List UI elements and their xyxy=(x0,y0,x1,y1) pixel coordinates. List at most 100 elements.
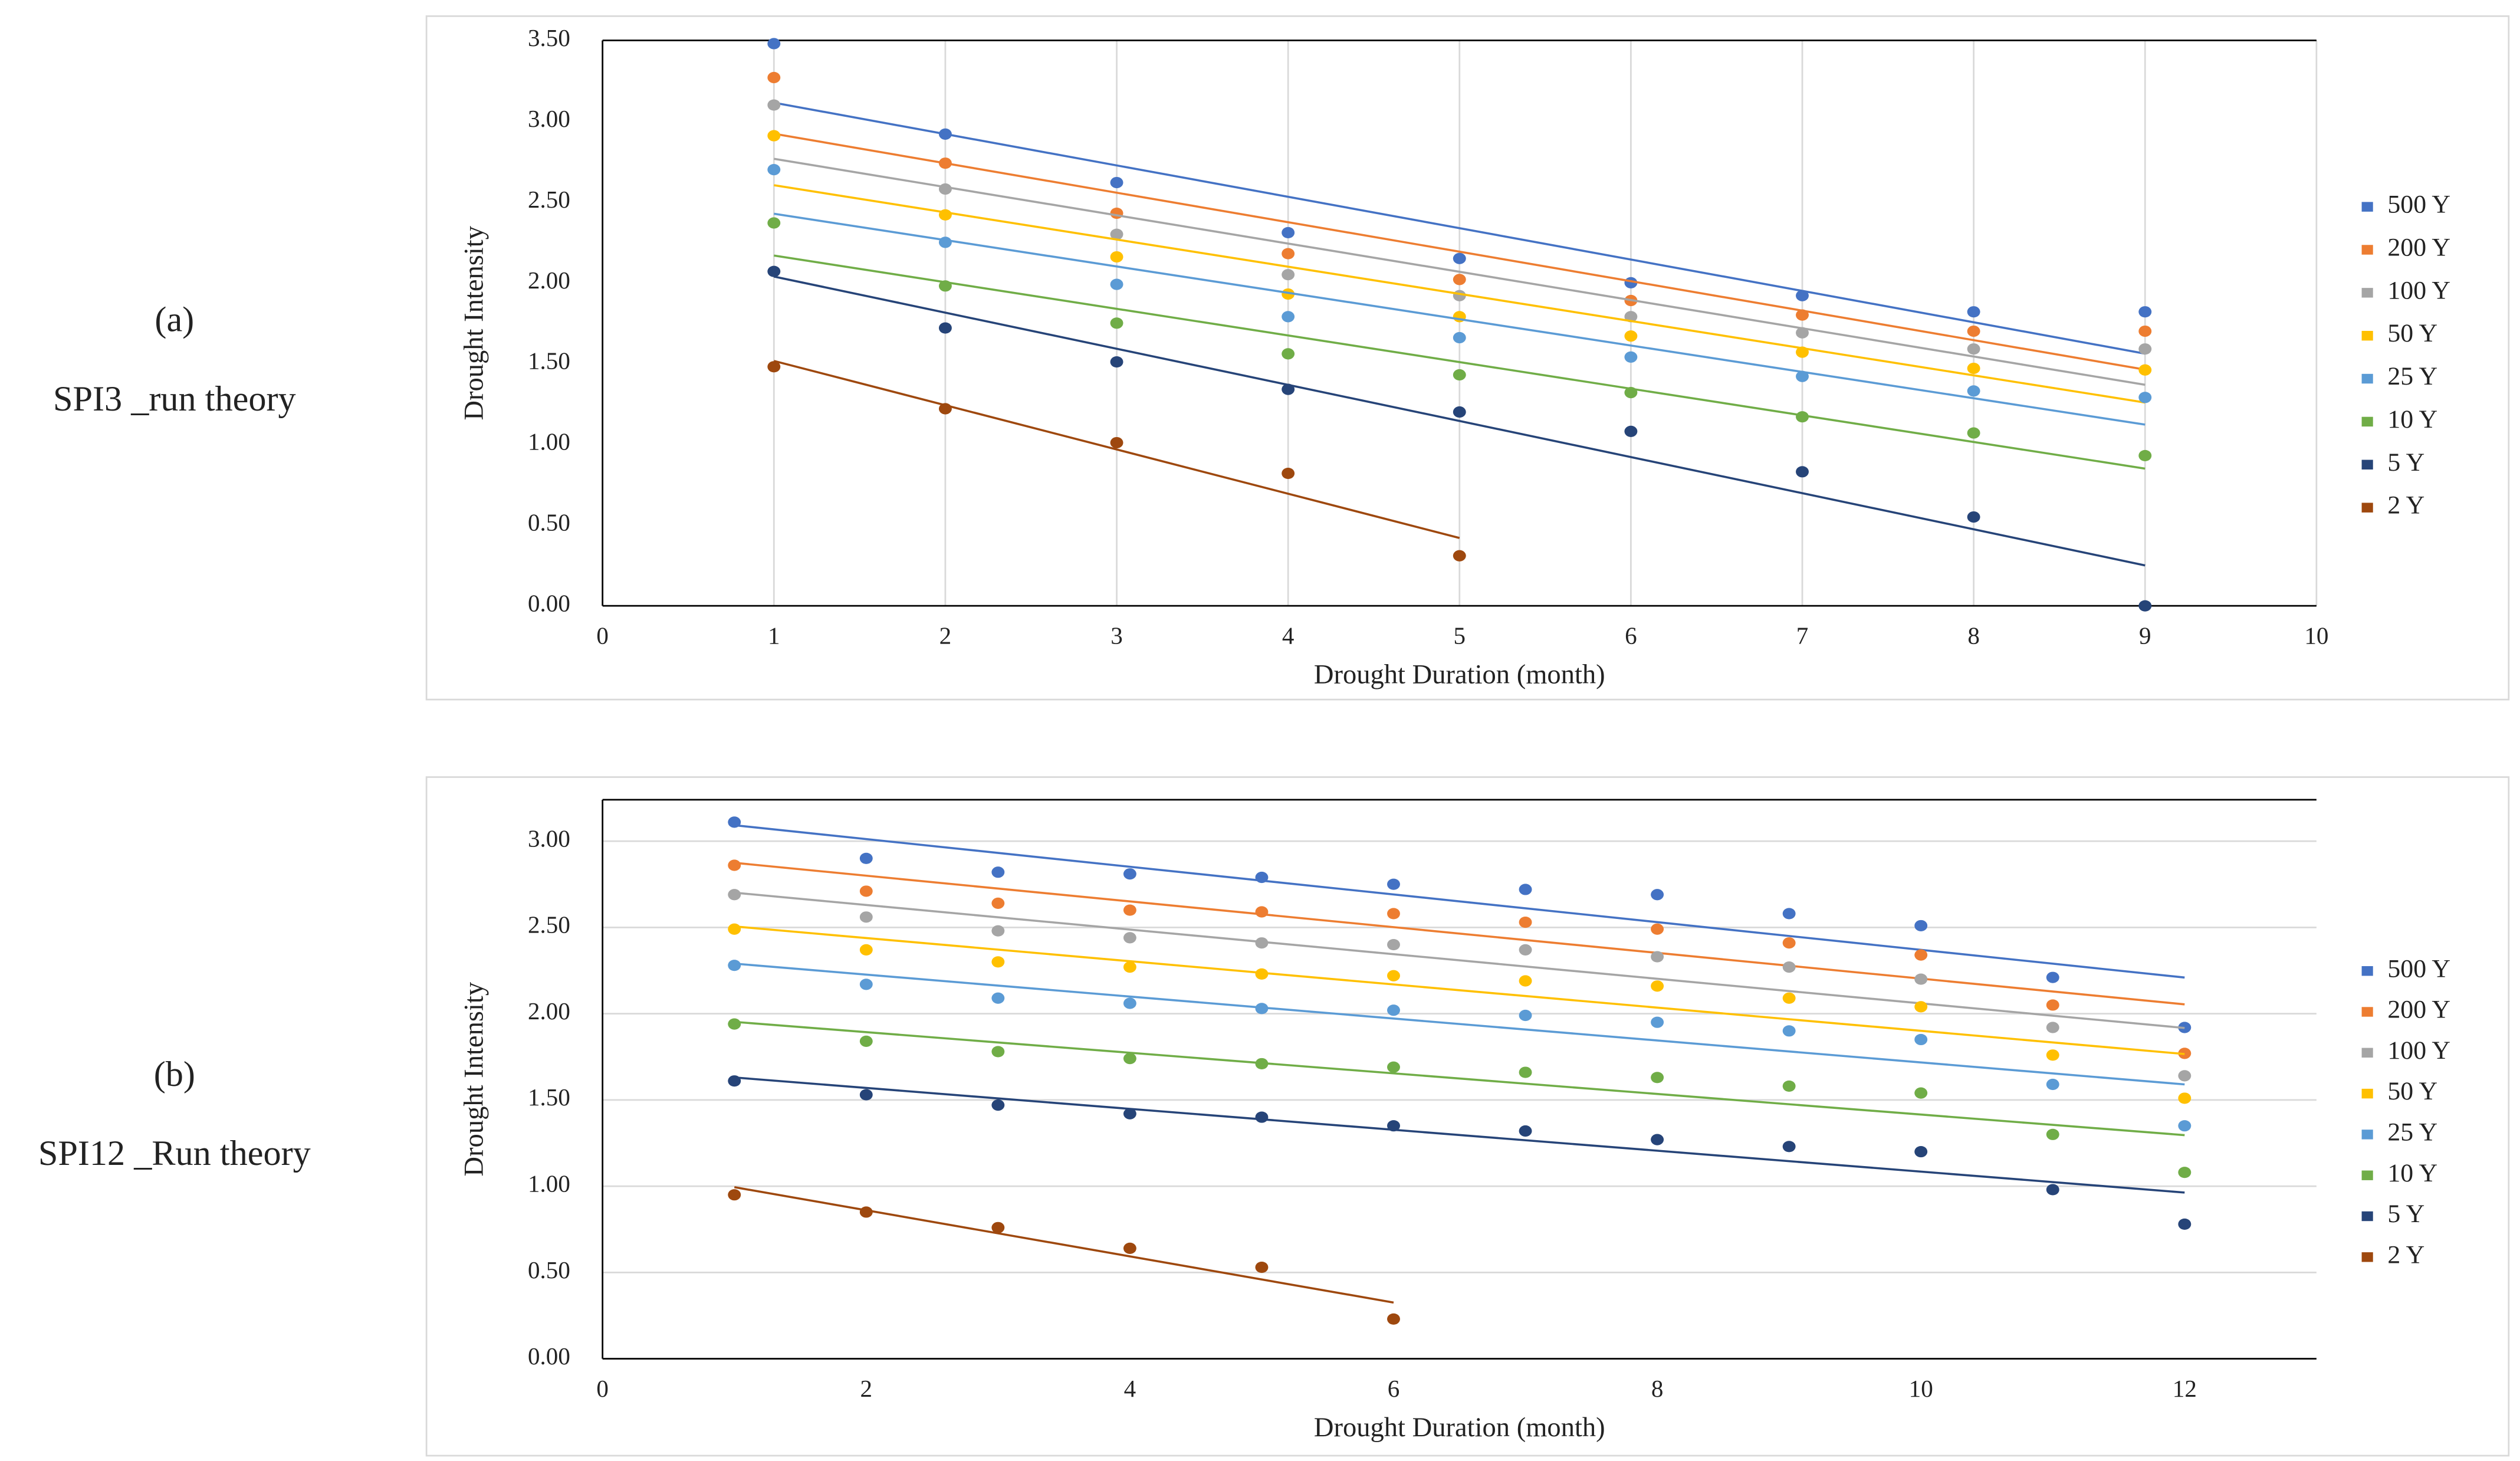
y-axis-title: Drought Intensity xyxy=(459,981,489,1176)
legend-marker xyxy=(2361,966,2373,976)
data-point xyxy=(1914,920,1928,931)
data-point xyxy=(1651,1134,1664,1145)
data-point xyxy=(1387,938,1400,951)
data-point xyxy=(1651,980,1664,992)
y-tick-label: 3.50 xyxy=(528,24,570,51)
x-tick-label: 12 xyxy=(2173,1375,2197,1402)
data-point xyxy=(1624,351,1638,363)
data-point xyxy=(2046,999,2059,1011)
trendline xyxy=(774,212,2146,426)
data-point xyxy=(2138,392,2152,403)
data-point xyxy=(938,183,952,195)
data-point xyxy=(2138,343,2152,355)
data-point xyxy=(1282,248,1295,260)
data-point xyxy=(1782,992,1796,1004)
data-point xyxy=(1624,330,1638,342)
data-point xyxy=(1453,274,1466,285)
data-point xyxy=(1110,356,1123,368)
x-tick-label: 3 xyxy=(1110,622,1123,649)
x-tick-label: 0 xyxy=(596,622,609,649)
data-point xyxy=(1796,309,1809,321)
data-point xyxy=(728,859,741,871)
data-point xyxy=(1651,889,1664,901)
data-point xyxy=(1123,868,1136,880)
trendline xyxy=(774,184,2146,404)
caption: SPI12 _Run theory xyxy=(38,1134,311,1173)
x-tick-label: 2 xyxy=(860,1375,873,1402)
data-point xyxy=(1914,1146,1928,1158)
data-point xyxy=(1110,207,1123,219)
data-point xyxy=(1110,436,1123,449)
data-point xyxy=(2178,1218,2192,1230)
trendline xyxy=(773,101,2146,355)
legend-marker xyxy=(2361,1170,2373,1180)
legend-marker xyxy=(2361,373,2373,384)
data-point xyxy=(991,925,1005,937)
legend-label: 10 Y xyxy=(2387,405,2437,434)
data-point xyxy=(1255,937,1269,949)
data-point xyxy=(1387,1061,1400,1073)
legend-label: 10 Y xyxy=(2387,1159,2437,1187)
x-tick-label: 8 xyxy=(1651,1375,1664,1402)
data-point xyxy=(1796,411,1809,423)
x-tick-label: 4 xyxy=(1124,1375,1136,1402)
data-point xyxy=(728,889,741,901)
data-point xyxy=(859,979,873,990)
legend-marker xyxy=(2361,1211,2373,1222)
legend-label: 200 Y xyxy=(2387,234,2450,262)
legend-marker xyxy=(2361,416,2373,427)
data-point xyxy=(2046,1049,2059,1061)
data-point xyxy=(1123,1242,1136,1254)
x-axis-title: Drought Duration (month) xyxy=(1314,1413,1605,1443)
data-point xyxy=(1796,466,1809,478)
data-point xyxy=(1255,871,1269,884)
data-point xyxy=(1453,331,1466,344)
data-point xyxy=(1519,1125,1532,1137)
data-point xyxy=(1110,176,1123,189)
data-point xyxy=(1782,908,1796,920)
x-tick-label: 2 xyxy=(939,622,952,649)
data-point xyxy=(1123,1053,1136,1065)
data-point xyxy=(2138,325,2152,337)
legend-marker xyxy=(2361,288,2373,298)
legend-marker xyxy=(2361,1130,2373,1140)
data-point xyxy=(1282,288,1295,300)
data-point xyxy=(1387,1120,1400,1132)
legend-marker xyxy=(2361,1007,2373,1017)
data-point xyxy=(1110,251,1123,263)
legend-label: 50 Y xyxy=(2387,319,2437,347)
data-point xyxy=(1624,425,1638,437)
data-point xyxy=(767,361,781,373)
data-point xyxy=(2046,1128,2059,1140)
data-point xyxy=(1519,884,1532,895)
data-point xyxy=(1796,290,1809,301)
x-tick-label: 4 xyxy=(1282,622,1295,649)
data-point xyxy=(1651,1072,1664,1084)
trendline xyxy=(734,824,2185,979)
y-tick-label: 2.00 xyxy=(528,997,570,1025)
data-point xyxy=(1453,252,1466,264)
trendline xyxy=(774,254,2146,470)
data-point xyxy=(991,992,1005,1004)
x-tick-label: 6 xyxy=(1388,1375,1400,1402)
trendline xyxy=(774,132,2146,371)
data-point xyxy=(728,960,741,971)
trendline xyxy=(734,862,2185,1006)
trendline xyxy=(734,1186,1394,1304)
data-point xyxy=(1782,1080,1796,1092)
legend-label: 5 Y xyxy=(2387,1200,2424,1228)
data-point xyxy=(1110,317,1123,329)
y-tick-label: 3.00 xyxy=(528,825,570,852)
data-point xyxy=(1967,306,1980,318)
data-point xyxy=(1651,951,1664,963)
data-point xyxy=(991,1222,1005,1233)
data-point xyxy=(1110,278,1123,290)
data-point xyxy=(728,923,741,935)
data-point xyxy=(1914,1033,1928,1046)
data-point xyxy=(1796,346,1809,358)
data-point xyxy=(859,852,873,864)
data-point xyxy=(938,322,952,334)
data-point xyxy=(1519,916,1532,928)
data-point xyxy=(938,237,952,248)
data-point xyxy=(1519,1009,1532,1022)
